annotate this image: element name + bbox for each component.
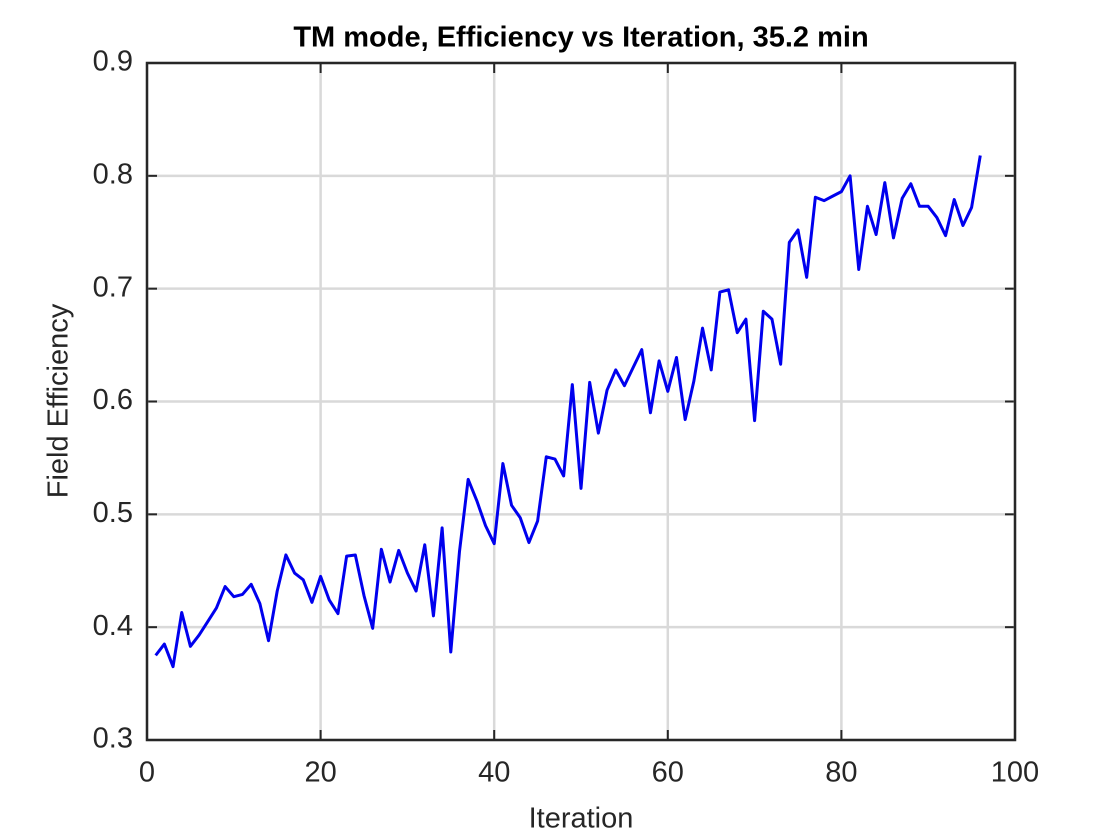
x-tick-label: 40 bbox=[478, 757, 510, 789]
x-tick-label: 100 bbox=[991, 757, 1039, 789]
x-tick-label: 0 bbox=[139, 757, 155, 789]
x-tick-label: 20 bbox=[304, 757, 336, 789]
x-tick-label: 80 bbox=[825, 757, 857, 789]
y-tick-label: 0.8 bbox=[93, 158, 133, 190]
y-tick-label: 0.9 bbox=[93, 46, 133, 78]
y-tick-label: 0.6 bbox=[93, 384, 133, 416]
plot-frame bbox=[145, 61, 1017, 742]
data-line bbox=[154, 155, 982, 669]
y-tick-label: 0.3 bbox=[93, 723, 133, 755]
y-axis-label: Field Efficiency bbox=[43, 303, 75, 498]
x-axis-label: Iteration bbox=[529, 803, 634, 835]
x-tick-label: 60 bbox=[652, 757, 684, 789]
y-tick-label: 0.7 bbox=[93, 271, 133, 303]
y-tick-label: 0.4 bbox=[93, 610, 133, 642]
chart-title: TM mode, Efficiency vs Iteration, 35.2 m… bbox=[293, 22, 868, 54]
y-tick-label: 0.5 bbox=[93, 497, 133, 529]
